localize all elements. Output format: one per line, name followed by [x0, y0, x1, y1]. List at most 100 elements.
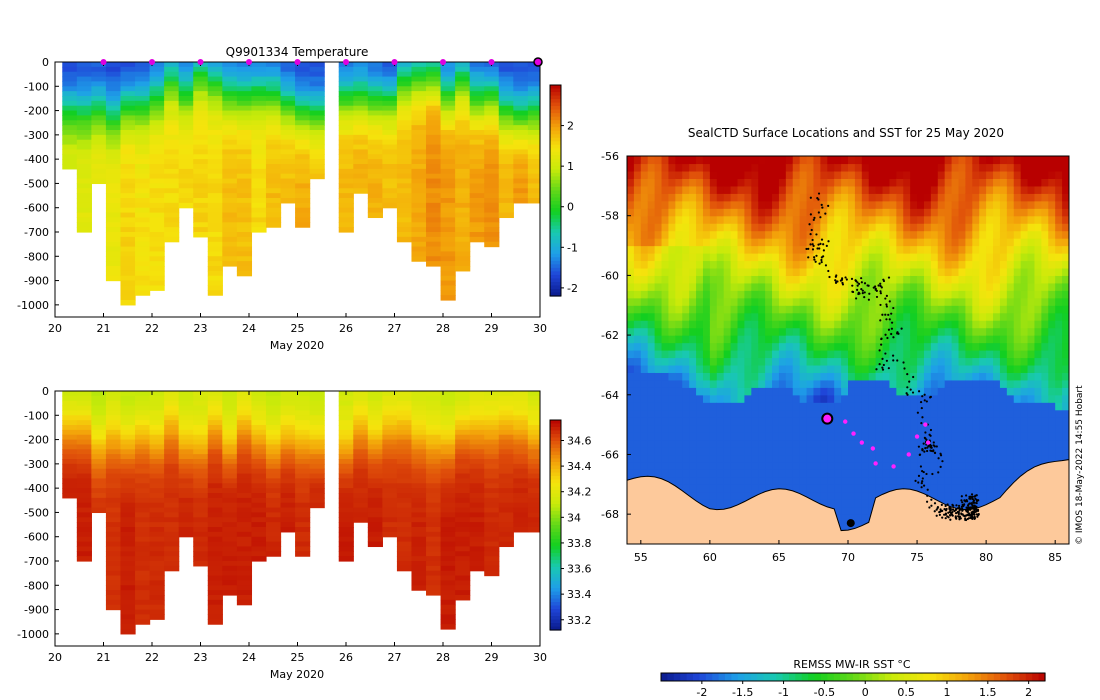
section-cell	[105, 410, 122, 416]
sst-cell	[758, 297, 766, 306]
sst-cell	[785, 335, 794, 344]
section-cell	[455, 81, 471, 87]
section-cell	[353, 183, 369, 189]
section-cell	[527, 76, 540, 83]
section-cell	[76, 110, 92, 117]
section-cell	[295, 183, 311, 189]
sst-cell	[910, 447, 918, 456]
sst-cell	[778, 469, 787, 478]
sst-cell	[848, 402, 856, 411]
sst-cell	[834, 461, 842, 470]
day-marker	[391, 59, 398, 65]
sst-cell	[689, 305, 697, 314]
sst-cell	[778, 409, 787, 418]
sst-cell	[758, 409, 766, 418]
section-cell	[105, 488, 122, 494]
sst-cell	[813, 163, 821, 172]
section-cell	[178, 531, 194, 538]
sst-cell	[896, 245, 904, 254]
section-cell	[135, 270, 151, 277]
sst-cell	[841, 357, 849, 366]
sst-cell	[834, 447, 842, 456]
sst-cell	[765, 156, 773, 165]
section-cell	[105, 125, 122, 131]
sst-cell	[930, 469, 939, 478]
sst-cell	[716, 387, 725, 396]
sst-cell	[827, 335, 835, 344]
sst-cell	[827, 469, 835, 478]
sst-cell	[647, 215, 656, 224]
section-cell	[222, 449, 238, 455]
section-cell	[426, 241, 442, 248]
section-cell	[135, 62, 151, 68]
sst-cell	[861, 372, 870, 381]
colorbar-swatch	[550, 430, 561, 435]
section-cell	[440, 149, 456, 155]
section-cell	[396, 493, 413, 499]
sst-cell	[813, 447, 821, 456]
sst-cell	[661, 297, 670, 306]
section-cell	[353, 86, 369, 92]
sst-cell	[640, 238, 649, 247]
sst-cell	[923, 305, 932, 314]
sst-cell	[702, 387, 711, 396]
section-cell	[280, 488, 296, 494]
section-cell	[484, 415, 500, 421]
section-cell	[396, 415, 413, 421]
sst-cell	[875, 253, 884, 262]
sst-cell	[751, 170, 759, 179]
sst-cell	[792, 320, 801, 329]
sst-cell	[633, 454, 642, 463]
section-cell	[396, 527, 413, 533]
section-cell	[265, 188, 282, 194]
section-cell	[367, 468, 383, 475]
sst-cell	[882, 238, 891, 247]
sst-cell	[675, 350, 683, 359]
section-cell	[426, 585, 442, 591]
sst-cell	[806, 454, 815, 463]
sst-cell	[627, 417, 635, 426]
section-cell	[62, 96, 78, 102]
section-cell	[91, 91, 107, 97]
sst-cell	[730, 275, 739, 284]
section-cell	[164, 478, 180, 484]
section-cell	[469, 405, 485, 412]
section-cell	[164, 420, 180, 426]
section-cell	[396, 517, 413, 523]
sst-cell	[861, 379, 870, 388]
section-cell	[149, 473, 165, 480]
section-cell	[484, 96, 500, 102]
section-cell	[440, 76, 456, 83]
section-cell	[527, 415, 540, 421]
sst-cell	[806, 282, 815, 291]
sst-cell	[647, 208, 656, 217]
section-cell	[207, 139, 223, 146]
sst-cell	[723, 461, 732, 470]
colorbar-swatch	[550, 563, 561, 568]
sst-cell	[668, 327, 676, 336]
sst-cell	[848, 327, 856, 336]
section-cell	[440, 624, 456, 630]
section-cell	[469, 517, 485, 523]
section-cell	[120, 96, 136, 102]
sst-cell	[785, 372, 794, 381]
section-cell	[338, 449, 354, 455]
sst-cell	[627, 215, 635, 224]
sst-cell	[820, 372, 828, 381]
section-cell	[295, 100, 311, 107]
sst-cell	[882, 267, 891, 276]
section-cell	[484, 405, 500, 412]
section-cell	[222, 149, 238, 155]
section-cell	[105, 541, 122, 548]
sst-cell	[668, 193, 676, 202]
sst-cell	[792, 297, 801, 306]
section-cell	[338, 546, 354, 552]
sst-cell	[723, 223, 732, 232]
sst-cell	[841, 223, 849, 232]
sst-cell	[792, 230, 801, 239]
section-cell	[309, 391, 325, 397]
sst-cell	[696, 469, 704, 478]
sst-cell	[882, 364, 891, 373]
sst-cell	[696, 290, 704, 299]
